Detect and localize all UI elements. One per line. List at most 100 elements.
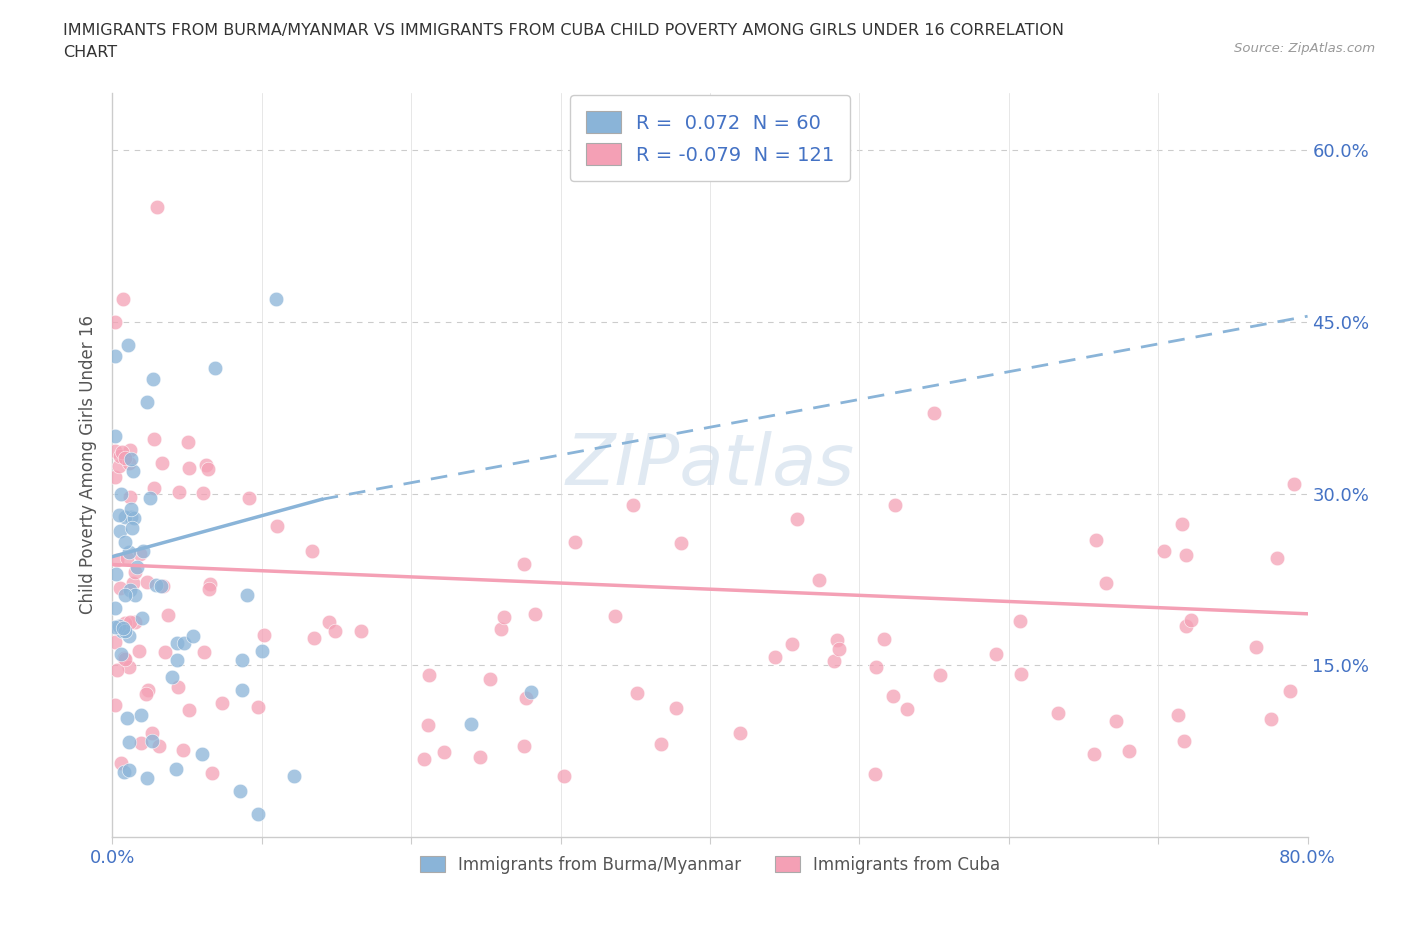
- Point: [121, 576, 143, 591]
- Point: [128, 644, 150, 658]
- Point: [108, 524, 131, 538]
- Point: [664, 700, 686, 715]
- Point: [808, 573, 831, 588]
- Point: [104, 698, 127, 712]
- Point: [105, 662, 128, 677]
- Point: [478, 672, 501, 687]
- Point: [301, 544, 323, 559]
- Point: [118, 582, 141, 597]
- Point: [1167, 707, 1189, 722]
- Point: [238, 490, 260, 505]
- Point: [302, 631, 325, 645]
- Point: [283, 768, 305, 783]
- Point: [146, 200, 169, 215]
- Point: [266, 292, 288, 307]
- Point: [156, 607, 179, 622]
- Point: [141, 734, 163, 749]
- Point: [110, 448, 132, 463]
- Point: [118, 615, 141, 630]
- Point: [124, 588, 146, 603]
- Point: [114, 615, 136, 630]
- Point: [786, 512, 808, 526]
- Point: [1174, 618, 1197, 633]
- Point: [468, 750, 491, 764]
- Point: [108, 581, 131, 596]
- Point: [115, 551, 138, 565]
- Point: [825, 632, 848, 647]
- Point: [114, 509, 136, 524]
- Point: [150, 578, 173, 593]
- Point: [179, 460, 201, 475]
- Point: [229, 784, 252, 799]
- Point: [191, 485, 214, 500]
- Point: [172, 742, 194, 757]
- Point: [136, 683, 159, 698]
- Point: [111, 623, 134, 638]
- Point: [204, 360, 226, 375]
- Point: [231, 683, 253, 698]
- Point: [418, 667, 440, 682]
- Point: [195, 458, 218, 472]
- Point: [1010, 614, 1032, 629]
- Point: [1244, 640, 1267, 655]
- Point: [120, 490, 142, 505]
- Point: [118, 735, 141, 750]
- Point: [896, 701, 918, 716]
- Point: [118, 456, 141, 471]
- Point: [1010, 667, 1032, 682]
- Point: [863, 766, 886, 781]
- Point: [520, 684, 543, 699]
- Point: [621, 498, 644, 512]
- Point: [117, 338, 139, 352]
- Point: [176, 434, 198, 449]
- Point: [460, 716, 482, 731]
- Point: [131, 611, 153, 626]
- Point: [247, 806, 270, 821]
- Point: [730, 725, 752, 740]
- Point: [167, 485, 190, 499]
- Point: [107, 508, 129, 523]
- Point: [564, 535, 586, 550]
- Point: [181, 629, 204, 644]
- Text: IMMIGRANTS FROM BURMA/MYANMAR VS IMMIGRANTS FROM CUBA CHILD POVERTY AMONG GIRLS : IMMIGRANTS FROM BURMA/MYANMAR VS IMMIGRA…: [63, 23, 1064, 38]
- Point: [1260, 711, 1282, 726]
- Point: [110, 486, 132, 501]
- Point: [553, 768, 575, 783]
- Point: [1279, 684, 1302, 698]
- Point: [873, 631, 896, 646]
- Point: [780, 637, 803, 652]
- Point: [882, 688, 904, 703]
- Point: [323, 624, 346, 639]
- Point: [111, 292, 134, 307]
- Point: [150, 456, 173, 471]
- Point: [524, 606, 547, 621]
- Point: [104, 429, 127, 444]
- Point: [865, 659, 887, 674]
- Point: [120, 443, 142, 458]
- Point: [120, 452, 142, 467]
- Point: [250, 644, 273, 658]
- Point: [120, 509, 142, 524]
- Point: [1118, 743, 1140, 758]
- Point: [129, 547, 152, 562]
- Point: [166, 636, 188, 651]
- Point: [198, 581, 221, 596]
- Point: [105, 566, 128, 581]
- Point: [132, 543, 155, 558]
- Point: [1085, 533, 1108, 548]
- Point: [118, 545, 141, 560]
- Point: [193, 644, 215, 659]
- Point: [152, 578, 174, 593]
- Point: [148, 738, 170, 753]
- Point: [513, 556, 536, 571]
- Point: [111, 620, 134, 635]
- Point: [603, 608, 626, 623]
- Point: [114, 651, 136, 666]
- Point: [350, 624, 373, 639]
- Point: [108, 618, 131, 633]
- Point: [104, 634, 127, 649]
- Point: [1174, 548, 1197, 563]
- Point: [124, 565, 146, 579]
- Point: [318, 615, 340, 630]
- Point: [162, 670, 184, 684]
